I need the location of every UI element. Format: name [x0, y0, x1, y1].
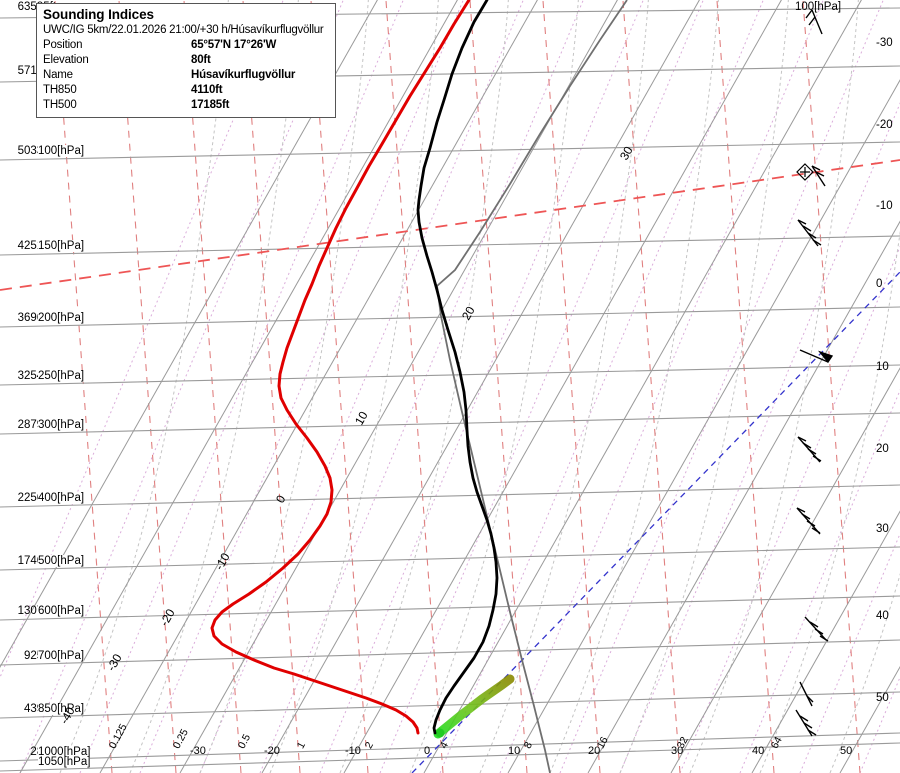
wind-barb — [811, 165, 826, 187]
wind-barb — [796, 507, 821, 535]
pressure-label-4: 300[hPa] — [38, 419, 85, 431]
pressure-label-3: 250[hPa] — [38, 370, 85, 382]
temp-tick-bottom-6: 30 — [671, 745, 684, 757]
isobars — [0, 7, 900, 772]
pressure-label-6: 500[hPa] — [38, 555, 85, 567]
temperature-curve — [416, 0, 499, 735]
temp-tick-bottom-2: -10 — [345, 745, 361, 757]
temp-tick-right-8: 50 — [876, 692, 889, 704]
pressure-label-10: 1000[hPa] — [38, 746, 91, 758]
wind-barb — [799, 681, 814, 707]
temp-tick-bottom-3: 0 — [424, 745, 431, 757]
wind-barb — [797, 436, 822, 463]
info-value: 17185ft — [191, 99, 230, 111]
wind-barbs — [795, 9, 834, 737]
pressure-label-5: 400[hPa] — [38, 492, 85, 504]
pressure-label-7: 600[hPa] — [38, 605, 85, 617]
wind-barb — [795, 709, 817, 737]
pressure-label-11: 1050[hPa] — [38, 756, 91, 768]
sounding-indices-box: Sounding Indices UWC/IG 5km/22.01.2026 2… — [36, 3, 336, 118]
info-key: TH850 — [43, 84, 77, 96]
cape-parcel-segment — [433, 674, 515, 739]
temp-tick-right-7: 40 — [876, 610, 889, 622]
tropopause-marker — [796, 163, 814, 181]
pressure-label-2: 200[hPa] — [38, 312, 85, 324]
pressure-label-0: 100[hPa] — [38, 145, 85, 157]
temp-tick-right-3: 0 — [876, 278, 883, 290]
temp-tick-bottom-5: 20 — [588, 745, 601, 757]
wind-barb — [797, 219, 822, 247]
wind-barb-flag — [799, 349, 834, 364]
pressure-label-8: 700[hPa] — [38, 650, 85, 662]
info-value: 4110ft — [191, 84, 223, 96]
parcel-path-curve — [436, 0, 628, 773]
info-key: Name — [43, 69, 73, 81]
temp-tick-right-6: 30 — [876, 523, 889, 535]
temp-tick-right-4: 10 — [876, 361, 889, 373]
surface-parcel-dot — [435, 728, 445, 738]
temp-tick-right-5: 20 — [876, 443, 889, 455]
info-box-title: Sounding Indices — [43, 7, 154, 22]
wind-barb — [805, 9, 823, 35]
wind-barb — [804, 616, 829, 642]
temp-tick-right-1: -20 — [876, 119, 893, 131]
info-value: 65°57'N 17°26'W — [191, 39, 277, 51]
pressure-label-9: 850[hPa] — [38, 703, 85, 715]
info-key: Elevation — [43, 54, 89, 66]
temp-tick-bottom-7: 40 — [752, 745, 765, 757]
moist-adiabats — [59, 0, 900, 773]
freezing-level-line — [0, 159, 900, 291]
info-value: Húsavíkurflugvöllur — [191, 69, 296, 81]
temp-tick-bottom-0: -30 — [190, 745, 206, 757]
temp-tick-right-2: -10 — [876, 200, 893, 212]
temp-tick-bottom-4: 10 — [508, 745, 521, 757]
pressure-label-1: 150[hPa] — [38, 240, 85, 252]
info-row-th850: TH850 4110ft — [43, 83, 330, 98]
pressure-label-top-right: 100[hPa] — [795, 1, 842, 13]
info-row-name: Name Húsavíkurflugvöllur — [43, 68, 330, 83]
temp-tick-right-0: -30 — [876, 37, 893, 49]
temp-tick-bottom-8: 50 — [840, 745, 853, 757]
info-value: 80ft — [191, 54, 211, 66]
temp-tick-bottom-1: -20 — [264, 745, 280, 757]
info-box-subtitle: UWC/IG 5km/22.01.2026 21:00/+30 h/Húsaví… — [43, 24, 324, 36]
info-row-position: Position 65°57'N 17°26'W — [43, 38, 330, 53]
dewpoint-curve — [210, 0, 471, 735]
info-key: TH500 — [43, 99, 77, 111]
info-row-th500: TH500 17185ft — [43, 98, 330, 113]
info-row-elevation: Elevation 80ft — [43, 53, 330, 68]
info-key: Position — [43, 39, 83, 51]
